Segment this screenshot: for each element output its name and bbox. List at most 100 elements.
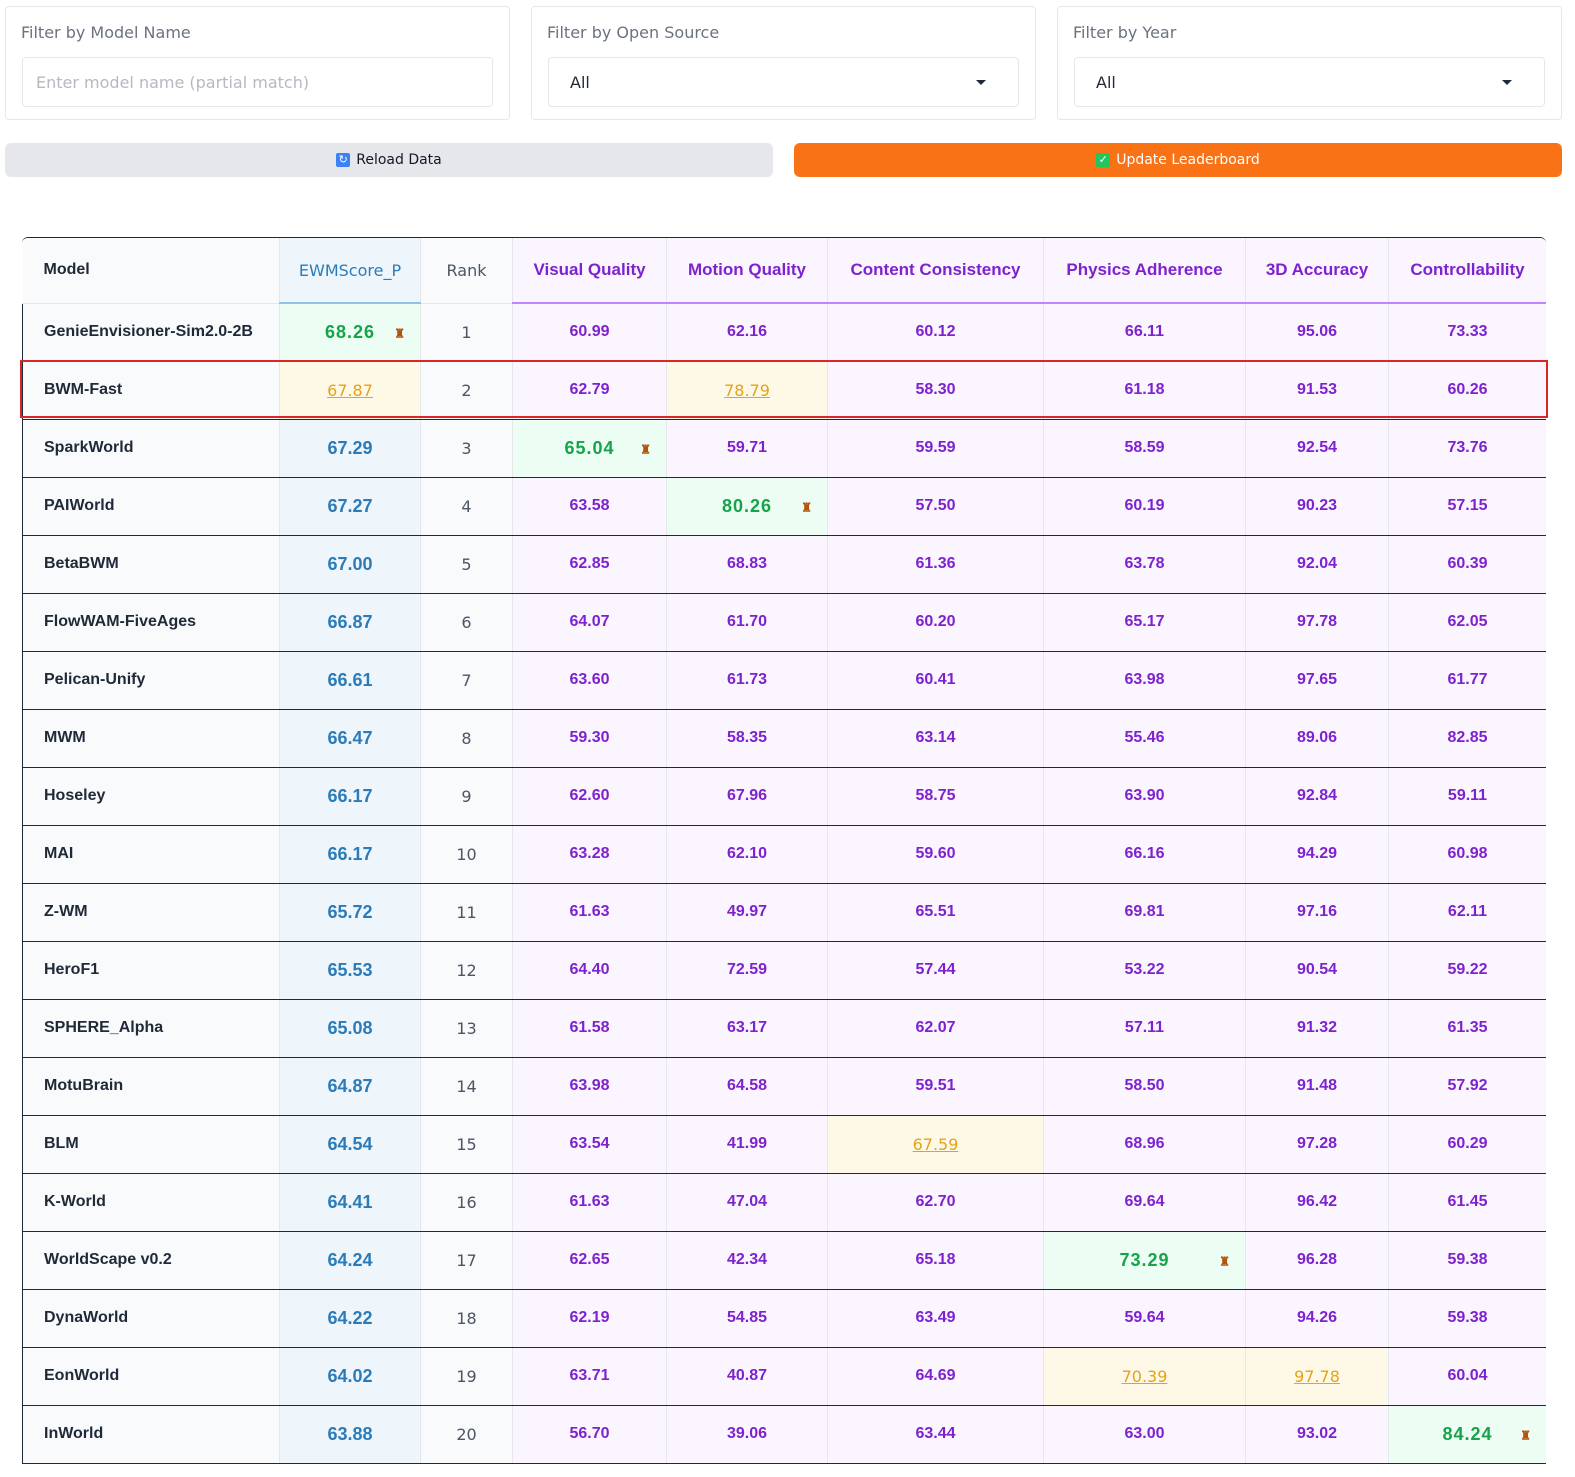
update-leaderboard-button[interactable]: ✓ Update Leaderboard xyxy=(794,143,1562,177)
cell-value: 64.87 xyxy=(327,1075,373,1096)
table-row[interactable]: MotuBrain 64.87 14 63.98 64.58 59.51 58.50 91.4… xyxy=(22,1057,1546,1116)
table-row[interactable]: InWorld 63.88 20 56.70 39.06 63.44 63.00 93.02 8… xyxy=(22,1405,1546,1464)
cell-value: 59.22 xyxy=(1447,961,1488,978)
column-header-physics-adherence[interactable]: Physics Adherence xyxy=(1043,238,1246,304)
cell-value: 60.41 xyxy=(915,671,956,688)
ewmscore-cell: 66.87 xyxy=(279,593,421,652)
ewmscore-cell: 64.24 xyxy=(279,1231,421,1290)
cell-value: 16 xyxy=(456,1192,477,1212)
leaderboard-table: Model EWMScore_P Rank Visual Quality Mot… xyxy=(22,238,1546,1464)
cell-value: 61.35 xyxy=(1447,1019,1488,1036)
visual-quality-cell: 63.60 xyxy=(512,651,667,710)
table-row[interactable]: BLM 64.54 15 63.54 41.99 67.59 68.96 97.28 60.29 xyxy=(22,1115,1546,1174)
physics-adherence-cell: 58.59 xyxy=(1043,419,1246,478)
3d-accuracy-cell: 95.06 xyxy=(1245,303,1389,362)
model-name-cell: K-World xyxy=(22,1173,280,1232)
column-header-controllability[interactable]: Controllability xyxy=(1388,238,1546,304)
cell-value: 91.53 xyxy=(1296,381,1338,398)
table-row[interactable]: SPHERE_Alpha 65.08 13 61.58 63.17 62.07 57.11 9… xyxy=(22,999,1546,1058)
cell-value: 68.96 xyxy=(1124,1135,1165,1152)
cell-value: 72.59 xyxy=(726,961,768,978)
3d-accuracy-cell: 91.48 xyxy=(1245,1057,1389,1116)
year-dropdown[interactable]: All xyxy=(1074,57,1545,107)
physics-adherence-cell: 63.00 xyxy=(1043,1405,1246,1464)
3d-accuracy-cell: 92.84 xyxy=(1245,767,1389,826)
column-header-ewmscore[interactable]: EWMScore_P xyxy=(279,238,421,304)
ewmscore-cell: 63.88 xyxy=(279,1405,421,1464)
cell-value: 63.58 xyxy=(569,497,610,514)
cell-value: 63.71 xyxy=(569,1367,610,1384)
rank-cell: 6 xyxy=(420,593,513,652)
table-row[interactable]: WorldScape v0.2 64.24 17 62.65 42.34 65.18 73.… xyxy=(22,1231,1546,1290)
column-header-visual-quality[interactable]: Visual Quality xyxy=(512,238,667,304)
visual-quality-cell: 63.98 xyxy=(512,1057,667,1116)
table-row[interactable]: FlowWAM-FiveAges 66.87 6 64.07 61.70 60.20 65.… xyxy=(22,593,1546,652)
cell-value: 65.72 xyxy=(327,901,373,922)
cell-value: 61.18 xyxy=(1124,381,1165,398)
leaderboard-table-container[interactable]: Model EWMScore_P Rank Visual Quality Mot… xyxy=(22,237,1546,1477)
cell-value: 92.84 xyxy=(1296,787,1338,804)
cell-value: 97.78 xyxy=(1296,613,1338,630)
cell-value: 66.47 xyxy=(327,727,373,748)
table-row[interactable]: SparkWorld 67.29 3 65.04 ♜ 59.71 59.59 58.59 92.… xyxy=(22,419,1546,478)
column-header-3d-accuracy[interactable]: 3D Accuracy xyxy=(1245,238,1389,304)
table-row[interactable]: GenieEnvisioner-Sim2.0-2B 68.26 ♜ 1 60.99 62.… xyxy=(22,303,1546,362)
table-row[interactable]: BetaBWM 67.00 5 62.85 68.83 61.36 63.78 92.04 60… xyxy=(22,535,1546,594)
motion-quality-cell: 58.35 xyxy=(666,709,828,768)
model-name-cell: BLM xyxy=(22,1115,280,1174)
visual-quality-cell: 63.71 xyxy=(512,1347,667,1406)
table-row[interactable]: DynaWorld 64.22 18 62.19 54.85 63.49 59.64 94.2… xyxy=(22,1289,1546,1348)
cell-value: 92.04 xyxy=(1296,555,1338,572)
physics-adherence-cell: 70.39 xyxy=(1043,1347,1246,1406)
column-header-motion-quality[interactable]: Motion Quality xyxy=(666,238,828,304)
table-row[interactable]: K-World 64.41 16 61.63 47.04 62.70 69.64 96.42 6… xyxy=(22,1173,1546,1232)
chevron-down-icon xyxy=(976,79,986,85)
model-name-cell: MotuBrain xyxy=(22,1057,280,1116)
content-consistency-cell: 59.60 xyxy=(827,825,1044,884)
content-consistency-cell: 65.18 xyxy=(827,1231,1044,1290)
cell-value: 1 xyxy=(461,322,472,342)
visual-quality-cell: 59.30 xyxy=(512,709,667,768)
reload-data-button[interactable]: ↻ Reload Data xyxy=(5,143,773,177)
cell-value: 67.00 xyxy=(327,553,373,574)
table-row[interactable]: Hoseley 66.17 9 62.60 67.96 58.75 63.90 92.84 59… xyxy=(22,767,1546,826)
table-row[interactable]: EonWorld 64.02 19 63.71 40.87 64.69 70.39 97.78… xyxy=(22,1347,1546,1406)
table-row[interactable]: PAIWorld 67.27 4 63.58 80.26 ♜ 57.50 60.19 90.23… xyxy=(22,477,1546,536)
rank-cell: 19 xyxy=(420,1347,513,1406)
table-row[interactable]: Z-WM 65.72 11 61.63 49.97 65.51 69.81 97.16 62.1… xyxy=(22,883,1546,942)
cell-value: 63.00 xyxy=(1124,1425,1165,1442)
controllability-cell: 62.11 xyxy=(1388,883,1546,942)
column-header-rank[interactable]: Rank xyxy=(420,238,513,304)
model-name-cell: InWorld xyxy=(22,1405,280,1464)
cell-value: 61.63 xyxy=(569,1193,610,1210)
content-consistency-cell: 62.70 xyxy=(827,1173,1044,1232)
visual-quality-cell: 62.85 xyxy=(512,535,667,594)
cell-value: 97.16 xyxy=(1296,903,1338,920)
rank-cell: 13 xyxy=(420,999,513,1058)
open-source-dropdown[interactable]: All xyxy=(548,57,1019,107)
cell-value: 61.58 xyxy=(569,1019,610,1036)
motion-quality-cell: 54.85 xyxy=(666,1289,828,1348)
model-name-cell: Pelican-Unify xyxy=(22,651,280,710)
controllability-cell: 82.85 xyxy=(1388,709,1546,768)
column-header-content-consistency[interactable]: Content Consistency xyxy=(827,238,1044,304)
cell-value: 67.87 xyxy=(327,380,373,400)
cell-value: 73.76 xyxy=(1447,439,1488,456)
table-row[interactable]: BWM-Fast 67.87 2 62.79 78.79 58.30 61.18 91.53 6… xyxy=(22,361,1546,420)
cell-value: 20 xyxy=(456,1424,477,1444)
table-row[interactable]: Pelican-Unify 66.61 7 63.60 61.73 60.41 63.98 9… xyxy=(22,651,1546,710)
ewmscore-cell: 65.08 xyxy=(279,999,421,1058)
model-name-input[interactable] xyxy=(23,58,492,106)
cell-value: 61.36 xyxy=(915,555,956,572)
model-name-cell: SPHERE_Alpha xyxy=(22,999,280,1058)
physics-adherence-cell: 63.98 xyxy=(1043,651,1246,710)
column-header-model[interactable]: Model xyxy=(22,238,280,304)
cell-value: 62.11 xyxy=(1447,903,1488,920)
table-row[interactable]: MWM 66.47 8 59.30 58.35 63.14 55.46 89.06 82.85 xyxy=(22,709,1546,768)
motion-quality-cell: 68.83 xyxy=(666,535,828,594)
table-row[interactable]: HeroF1 65.53 12 64.40 72.59 57.44 53.22 90.54 59… xyxy=(22,941,1546,1000)
physics-adherence-cell: 58.50 xyxy=(1043,1057,1246,1116)
cell-value: 62.05 xyxy=(1447,613,1488,630)
rank-cell: 1 xyxy=(420,303,513,362)
table-row[interactable]: MAI 66.17 10 63.28 62.10 59.60 66.16 94.29 60.98 xyxy=(22,825,1546,884)
